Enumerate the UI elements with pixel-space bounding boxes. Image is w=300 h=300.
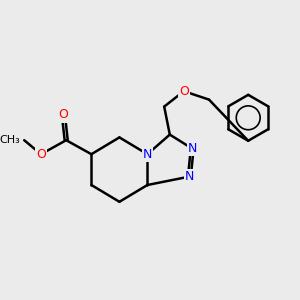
Text: N: N: [185, 170, 194, 183]
Text: O: O: [36, 148, 46, 161]
Text: N: N: [143, 148, 152, 161]
Text: O: O: [179, 85, 189, 98]
Text: CH₃: CH₃: [0, 135, 20, 145]
Text: O: O: [58, 109, 68, 122]
Text: N: N: [188, 142, 197, 155]
